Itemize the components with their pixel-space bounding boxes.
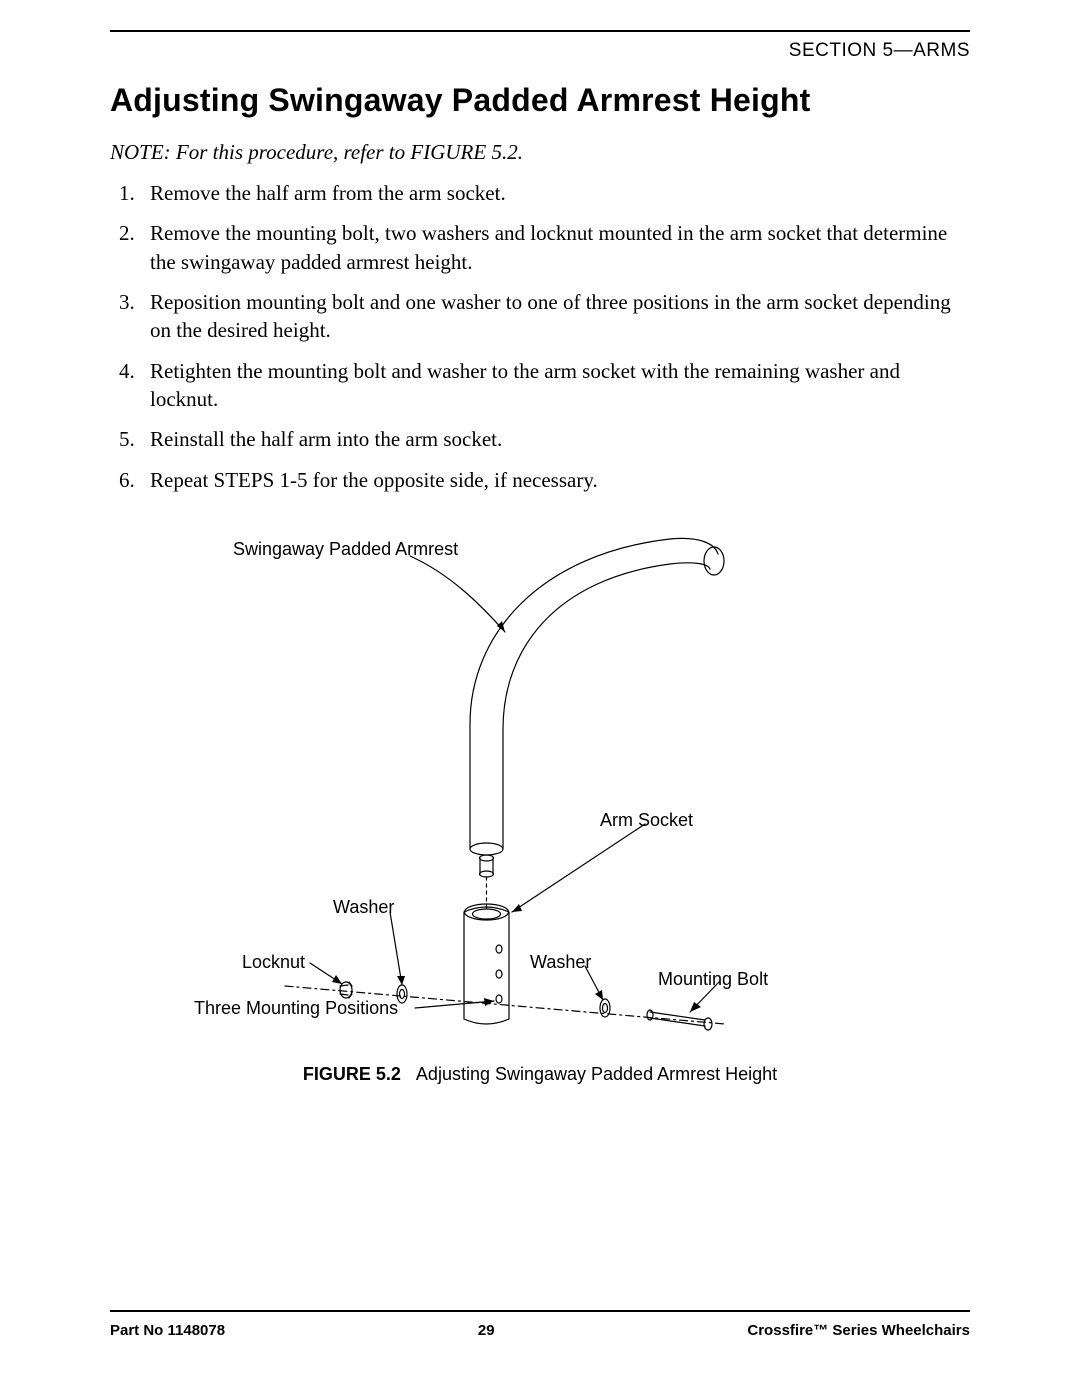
footer-model: Crossfire™ Series Wheelchairs: [747, 1322, 970, 1339]
label-three-positions: Three Mounting Positions: [194, 998, 398, 1019]
procedure-steps: Remove the half arm from the arm socket.…: [110, 179, 970, 494]
procedure-note: NOTE: For this procedure, refer to FIGUR…: [110, 140, 970, 165]
page-footer: Part No 1148078 29 Crossfire™ Series Whe…: [110, 1310, 970, 1339]
label-arm-socket: Arm Socket: [600, 810, 693, 831]
label-locknut: Locknut: [242, 952, 305, 973]
label-mounting-bolt: Mounting Bolt: [658, 969, 768, 990]
footer-part-number: Part No 1148078: [110, 1322, 225, 1339]
figure-caption: FIGURE 5.2 Adjusting Swingaway Padded Ar…: [110, 1064, 970, 1085]
label-swingaway-armrest: Swingaway Padded Armrest: [233, 539, 458, 560]
manual-page: SECTION 5—ARMS Adjusting Swingaway Padde…: [0, 0, 1080, 1397]
label-washer-right: Washer: [530, 952, 591, 973]
section-header: SECTION 5—ARMS: [789, 40, 970, 62]
label-washer-left: Washer: [333, 897, 394, 918]
figure-5-2: Swingaway Padded Armrest Arm Socket Wash…: [110, 514, 970, 1054]
footer-page-number: 29: [478, 1322, 495, 1339]
step-item: Retighten the mounting bolt and washer t…: [140, 357, 970, 414]
step-item: Reposition mounting bolt and one washer …: [140, 288, 970, 345]
step-item: Reinstall the half arm into the arm sock…: [140, 425, 970, 453]
figure-caption-text: Adjusting Swingaway Padded Armrest Heigh…: [416, 1064, 777, 1084]
page-title: Adjusting Swingaway Padded Armrest Heigh…: [110, 82, 970, 119]
step-item: Repeat STEPS 1-5 for the opposite side, …: [140, 466, 970, 494]
header-rule: SECTION 5—ARMS: [110, 30, 970, 32]
figure-number: FIGURE 5.2: [303, 1064, 401, 1084]
armrest-diagram-svg: [110, 514, 970, 1054]
step-item: Remove the mounting bolt, two washers an…: [140, 219, 970, 276]
step-item: Remove the half arm from the arm socket.: [140, 179, 970, 207]
